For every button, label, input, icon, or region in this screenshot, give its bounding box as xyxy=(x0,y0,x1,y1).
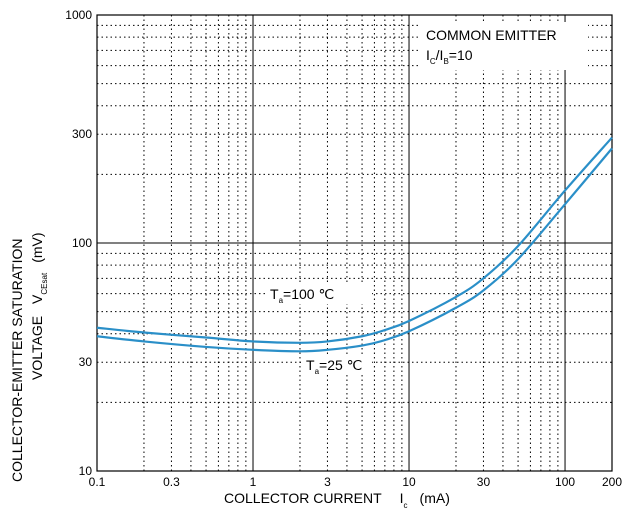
plot-frame xyxy=(96,14,613,472)
x-tick-label: 100 xyxy=(555,475,575,489)
x-tick-labels: 0.1 0.3 1 3 10 30 100 200 xyxy=(89,475,622,489)
x-tick-label: 0.3 xyxy=(163,475,180,489)
y-axis-title-line1: COLLECTOR-EMITTER SATURATION xyxy=(9,239,25,482)
x-tick-label: 10 xyxy=(402,475,416,489)
x-tick-label: 200 xyxy=(602,475,622,489)
y-tick-label: 30 xyxy=(79,355,93,369)
y-tick-label: 300 xyxy=(72,127,92,141)
series-label-25c: Ta=25 ℃ xyxy=(306,357,362,376)
y-axis-title-line2: VOLTAGEVCEsat(mV) xyxy=(29,232,49,380)
x-tick-label: 30 xyxy=(477,475,491,489)
curve-ta-100c xyxy=(96,136,613,344)
series-label-100-background xyxy=(268,284,372,304)
y-tick-label: 100 xyxy=(72,236,92,250)
x-tick-label: 0.1 xyxy=(89,475,106,489)
series-label-100c: Ta=100 ℃ xyxy=(270,286,334,305)
major-grid xyxy=(97,15,612,471)
annotation-background xyxy=(420,22,588,70)
y-tick-label: 1000 xyxy=(65,8,92,22)
y-tick-labels: 10 30 100 300 1000 xyxy=(65,8,92,478)
series-label-25-background xyxy=(304,355,372,375)
curves xyxy=(96,136,613,353)
x-axis-title: COLLECTOR CURRENT Ic (mA) xyxy=(224,490,450,510)
x-tick-label: 3 xyxy=(324,475,331,489)
curve-ta-25c xyxy=(96,147,613,353)
annotation-title: COMMON EMITTER xyxy=(426,27,557,43)
annotation-ratio: IC/IB=10 xyxy=(426,47,473,66)
x-tick-label: 1 xyxy=(250,475,257,489)
y-tick-label: 10 xyxy=(79,464,93,478)
